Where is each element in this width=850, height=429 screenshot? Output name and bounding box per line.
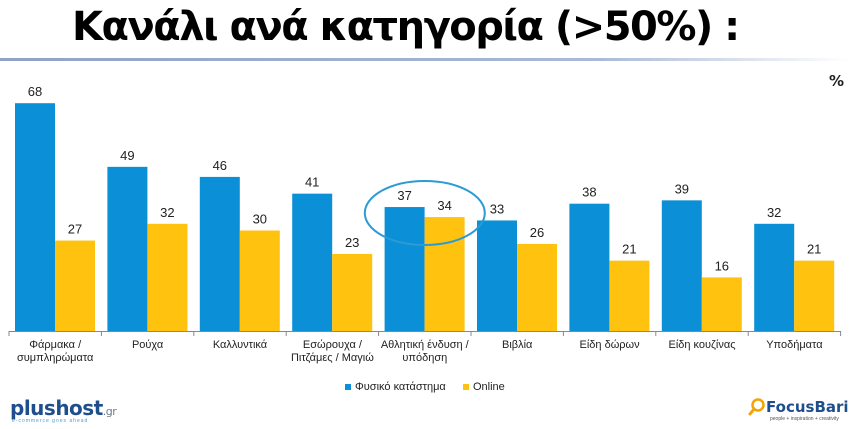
data-label: 37 xyxy=(397,188,411,203)
x-tick-label: συμπληρώματα xyxy=(17,352,94,364)
data-label: 16 xyxy=(715,258,729,273)
bar-physical-store xyxy=(199,176,240,331)
bar-online xyxy=(517,243,557,331)
data-label: 33 xyxy=(490,201,504,216)
x-tick-label: Αθλητική ένδυση / xyxy=(381,339,470,351)
plushost-logo-name: plushost xyxy=(10,396,103,420)
bar-physical-store xyxy=(384,207,425,331)
x-tick-label: Υποδήματα xyxy=(766,339,823,351)
bar-online xyxy=(332,253,373,331)
bar-online xyxy=(147,223,188,331)
bar-online xyxy=(794,260,835,331)
x-tick-label: υπόδηση xyxy=(402,352,447,364)
legend-label-physical-store: Φυσικό κατάστημα xyxy=(355,381,446,393)
x-tick-label: Είδη δώρων xyxy=(580,339,641,351)
focusbari-logo: FocusBari xyxy=(748,398,849,416)
data-label: 46 xyxy=(213,158,227,173)
data-label: 26 xyxy=(530,225,544,240)
page-title: Κανάλι ανά κατηγορία (>50%) : xyxy=(72,4,740,50)
bar-physical-store xyxy=(15,103,55,331)
bar-physical-store xyxy=(754,223,795,331)
data-label: 41 xyxy=(305,175,319,190)
data-label: 39 xyxy=(675,181,689,196)
legend-swatch-online xyxy=(463,384,469,390)
legend-item-physical-store: Φυσικό κατάστημα xyxy=(345,381,446,393)
legend-label-online: Online xyxy=(473,381,505,393)
data-label: 68 xyxy=(28,84,42,99)
data-label: 21 xyxy=(807,242,821,257)
data-label: 49 xyxy=(120,148,134,163)
data-label: 32 xyxy=(160,205,174,220)
legend-swatch-physical-store xyxy=(345,384,351,390)
plushost-logo-suffix: .gr xyxy=(102,405,117,418)
x-tick-label: Ρούχα xyxy=(132,339,164,351)
data-label: 23 xyxy=(345,235,359,250)
data-label: 38 xyxy=(582,185,596,200)
data-label: 27 xyxy=(68,222,82,237)
bar-online xyxy=(609,260,650,331)
focusbari-tagline: people + inspiration + creativity xyxy=(770,416,839,422)
bar-online xyxy=(424,217,465,331)
bar-online xyxy=(55,240,95,331)
x-tick-label: Πιτζάμες / Μαγιώ xyxy=(291,352,374,364)
x-tick-label: Φάρμακα / xyxy=(29,339,82,351)
data-label: 32 xyxy=(767,205,781,220)
plushost-logo: plushost.gr xyxy=(10,396,117,420)
bar-physical-store xyxy=(107,166,148,331)
bar-physical-store xyxy=(661,200,702,331)
x-tick-label: Είδη κουζίνας xyxy=(668,339,735,351)
bar-chart: 68 27 Φάρμακα /συμπληρώματα 49 32 Ρούχα 46 30 Κα… xyxy=(8,84,842,364)
data-label: 30 xyxy=(253,212,267,227)
focusbari-logo-name: FocusBari xyxy=(766,398,849,416)
magnifier-icon xyxy=(748,398,765,416)
data-label: 34 xyxy=(437,198,451,213)
x-tick-label: Βιβλία xyxy=(502,339,533,351)
bar-online xyxy=(701,277,742,331)
x-tick-label: Καλλυντικά xyxy=(213,339,268,351)
highlight-ellipse xyxy=(363,180,486,246)
data-label: 21 xyxy=(622,242,636,257)
bar-physical-store xyxy=(569,203,610,331)
plushost-tagline: e-commerce goes ahead xyxy=(12,418,89,424)
bar-physical-store xyxy=(477,220,517,331)
bar-online xyxy=(239,230,280,331)
legend-item-online: Online xyxy=(463,381,505,393)
bar-physical-store xyxy=(292,193,333,331)
unit-label: % xyxy=(829,72,845,90)
title-divider xyxy=(0,58,850,61)
x-tick-label: Εσώρουχα / xyxy=(303,339,363,351)
